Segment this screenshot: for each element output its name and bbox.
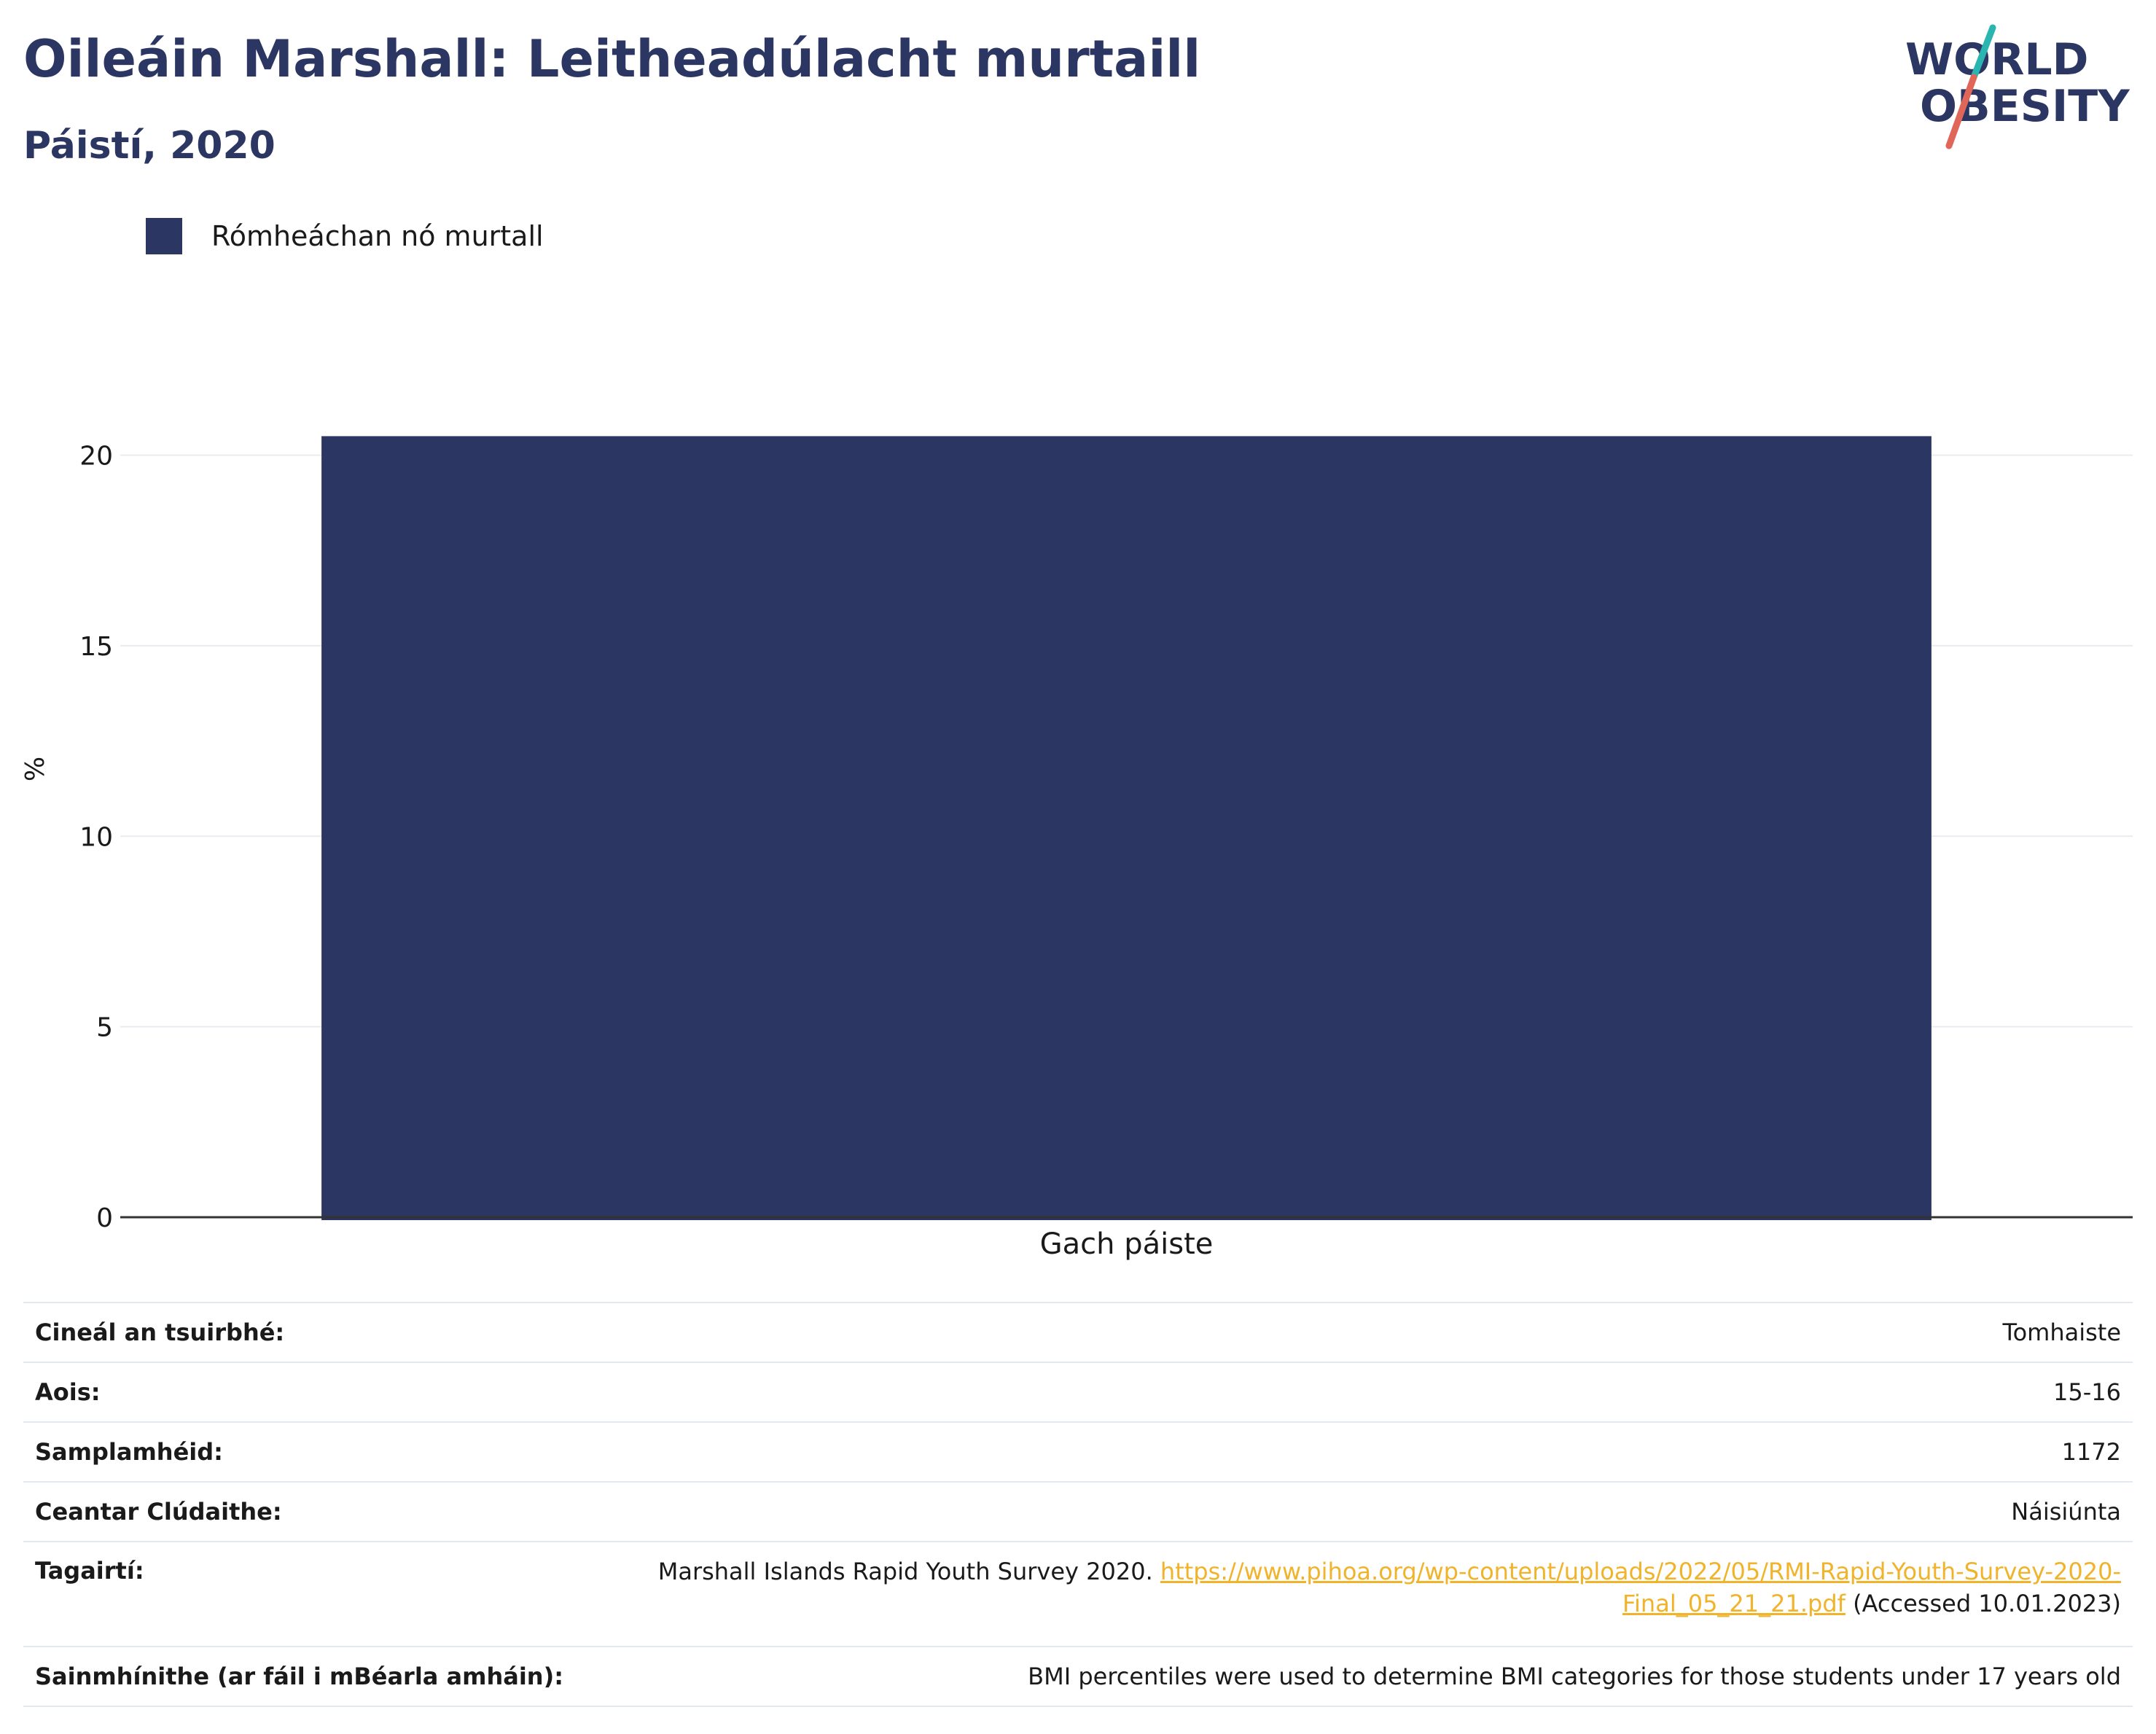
- y-axis-label: %: [20, 757, 50, 781]
- info-row: Ceantar Clúdaithe: Náisiúnta: [23, 1481, 2133, 1542]
- y-tick-label: 5: [96, 1013, 113, 1043]
- x-tick-labels: Gach páiste: [1040, 1227, 1214, 1261]
- world-obesity-logo: WORLD OBESITY: [1905, 24, 2130, 149]
- info-label: Aois:: [23, 1362, 575, 1423]
- info-label: Samplamhéid:: [23, 1421, 575, 1483]
- info-label: Ceantar Clúdaithe:: [23, 1481, 575, 1542]
- x-tick-label: Gach páiste: [1040, 1227, 1214, 1261]
- references-link[interactable]: https://www.pihoa.org/wp-content/uploads…: [1160, 1558, 2121, 1617]
- definitions-label: Sainmhínithe (ar fáil i mBéarla amháin):: [23, 1646, 575, 1707]
- definitions-row: Sainmhínithe (ar fáil i mBéarla amháin):…: [23, 1646, 2133, 1707]
- page-subtitle: Páistí, 2020: [23, 124, 276, 168]
- info-row: Cineál an tsuirbhé: Tomhaiste: [23, 1302, 2133, 1363]
- logo-line1: WORLD: [1905, 34, 2088, 85]
- references-label: Tagairtí:: [23, 1541, 575, 1647]
- legend-swatch: [146, 218, 182, 254]
- info-value: 1172: [575, 1421, 2133, 1483]
- legend-label: Rómheáchan nó murtall: [211, 220, 544, 252]
- bar-chart: 0 5 10 15 20 Gach páiste %: [20, 436, 2133, 1261]
- bars: [321, 436, 1932, 1220]
- info-row: Samplamhéid: 1172: [23, 1421, 2133, 1483]
- bar: [321, 436, 1932, 1220]
- logo-slash-teal: [1970, 24, 1996, 81]
- chart-legend: Rómheáchan nó murtall: [146, 214, 544, 258]
- info-value: 15-16: [575, 1362, 2133, 1423]
- references-accessed: (Accessed 10.01.2023): [1845, 1590, 2121, 1617]
- info-label: Cineál an tsuirbhé:: [23, 1302, 575, 1363]
- y-tick-label: 10: [79, 822, 113, 852]
- logo-slash-coral: [1945, 74, 1977, 149]
- references-row: Tagairtí: Marshall Islands Rapid Youth S…: [23, 1541, 2133, 1647]
- references-text: Marshall Islands Rapid Youth Survey 2020…: [657, 1558, 1160, 1585]
- info-value: Tomhaiste: [575, 1302, 2133, 1363]
- info-table: Cineál an tsuirbhé: Tomhaiste Aois: 15-1…: [23, 1302, 2133, 1707]
- y-tick-label: 20: [79, 442, 113, 472]
- y-tick-label: 0: [96, 1203, 113, 1233]
- y-tick-labels: 0 5 10 15 20: [79, 442, 113, 1233]
- page-title: Oileáin Marshall: Leitheadúlacht murtail…: [23, 29, 1201, 89]
- info-value: Náisiúnta: [575, 1481, 2133, 1542]
- definitions-value: BMI percentiles were used to determine B…: [575, 1646, 2133, 1707]
- y-tick-label: 15: [79, 632, 113, 662]
- references-value: Marshall Islands Rapid Youth Survey 2020…: [575, 1541, 2133, 1647]
- info-row: Aois: 15-16: [23, 1362, 2133, 1423]
